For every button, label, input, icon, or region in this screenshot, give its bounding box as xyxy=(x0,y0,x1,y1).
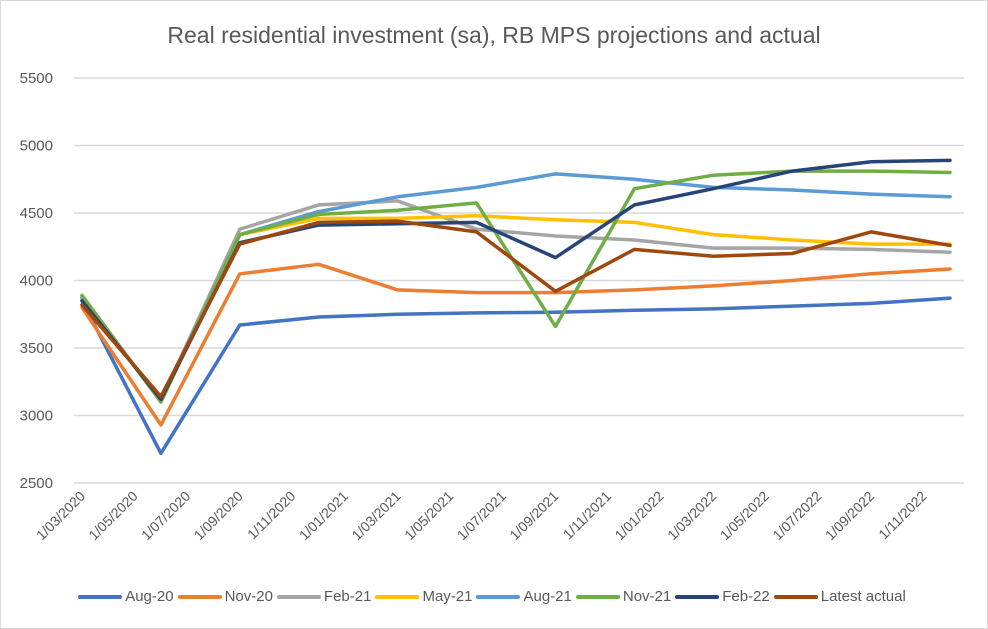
legend-label: Nov-20 xyxy=(224,588,273,605)
series-lines xyxy=(80,158,952,456)
y-tick-label: 3500 xyxy=(20,340,53,357)
chart-title: Real residential investment (sa), RB MPS… xyxy=(167,22,821,48)
y-tick-label: 5000 xyxy=(20,138,53,155)
y-tick-label: 5500 xyxy=(20,70,53,87)
series-line-nov-20 xyxy=(80,262,952,427)
legend: Aug-20 Nov-20 Feb-21 May-21 Aug-21 Nov-21 Feb-… xyxy=(0,588,988,605)
x-tick-label: 1/07/2021 xyxy=(454,488,510,544)
y-tick-label: 3000 xyxy=(20,408,53,425)
x-axis-ticks: 1/03/20201/05/20201/07/20201/09/20201/11… xyxy=(33,488,930,544)
legend-swatch xyxy=(78,594,123,599)
legend-swatch xyxy=(773,594,818,599)
legend-swatch xyxy=(675,594,720,599)
legend-label: Latest actual xyxy=(820,588,906,605)
y-tick-label: 4000 xyxy=(20,273,53,290)
y-axis-ticks: 5500 5000 4500 4000 3500 3000 2500 xyxy=(20,70,53,492)
x-tick-label: 1/07/2022 xyxy=(769,488,825,544)
x-tick-label: 1/11/2021 xyxy=(560,488,615,543)
x-tick-label: 1/09/2020 xyxy=(191,488,247,544)
x-tick-label: 1/03/2021 xyxy=(348,488,404,544)
legend-label: Nov-21 xyxy=(622,588,672,605)
x-tick-label: 1/09/2022 xyxy=(822,488,878,544)
legend-swatch xyxy=(375,594,420,599)
y-tick-label: 2500 xyxy=(20,475,53,492)
x-tick-label: 1/11/2022 xyxy=(875,488,930,543)
x-tick-label: 1/05/2021 xyxy=(401,488,457,544)
legend-label: Aug-21 xyxy=(523,588,572,605)
y-tick-label: 4500 xyxy=(20,205,53,222)
series-line-latest-actual xyxy=(80,219,952,399)
legend-swatch xyxy=(177,594,222,599)
gridlines xyxy=(74,77,964,484)
series-line-may-21 xyxy=(80,213,952,404)
legend-swatch xyxy=(276,594,321,599)
x-tick-label: 1/11/2020 xyxy=(244,488,299,543)
legend-swatch xyxy=(575,594,620,599)
legend-item: Aug-21 xyxy=(476,588,572,605)
legend-label: Aug-20 xyxy=(125,588,174,605)
legend-item: Aug-20 xyxy=(78,588,174,605)
x-tick-label: 1/07/2020 xyxy=(138,488,194,544)
x-tick-label: 1/01/2022 xyxy=(611,488,667,544)
legend-label: Feb-22 xyxy=(722,588,770,605)
legend-item: Nov-20 xyxy=(177,588,273,605)
legend-swatch xyxy=(476,594,521,599)
legend-item: Nov-21 xyxy=(575,588,672,605)
x-tick-label: 1/03/2022 xyxy=(664,488,720,544)
legend-item: Feb-22 xyxy=(675,588,770,605)
x-tick-label: 1/01/2021 xyxy=(296,488,352,544)
legend-label: May-21 xyxy=(422,588,473,605)
series-line-aug-20 xyxy=(80,296,952,456)
legend-item: May-21 xyxy=(375,588,472,605)
legend-label: Feb-21 xyxy=(323,588,372,605)
x-tick-label: 1/03/2020 xyxy=(33,488,89,544)
legend-item: Feb-21 xyxy=(276,588,372,605)
x-tick-label: 1/05/2022 xyxy=(717,488,773,544)
x-tick-label: 1/09/2021 xyxy=(506,488,562,544)
legend-item: Latest actual xyxy=(773,588,906,605)
x-tick-label: 1/05/2020 xyxy=(85,488,141,544)
